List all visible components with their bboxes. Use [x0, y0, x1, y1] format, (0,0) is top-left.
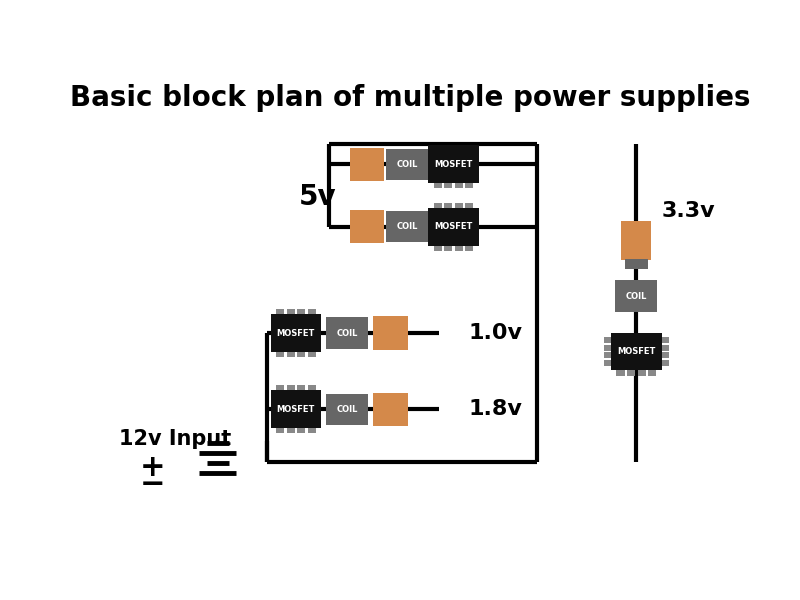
FancyBboxPatch shape — [270, 314, 322, 352]
Text: −: − — [140, 470, 166, 499]
FancyBboxPatch shape — [286, 309, 294, 314]
Text: COIL: COIL — [396, 222, 418, 231]
Text: COIL: COIL — [626, 292, 647, 301]
FancyBboxPatch shape — [308, 385, 316, 391]
FancyBboxPatch shape — [386, 211, 428, 242]
FancyBboxPatch shape — [434, 203, 442, 208]
Text: MOSFET: MOSFET — [434, 160, 473, 169]
FancyBboxPatch shape — [428, 208, 479, 246]
FancyBboxPatch shape — [286, 352, 294, 357]
FancyBboxPatch shape — [297, 309, 306, 314]
FancyBboxPatch shape — [617, 370, 625, 376]
FancyBboxPatch shape — [286, 385, 294, 391]
FancyBboxPatch shape — [662, 360, 669, 366]
Text: +: + — [140, 452, 166, 482]
FancyBboxPatch shape — [454, 203, 462, 208]
FancyBboxPatch shape — [374, 316, 407, 350]
FancyBboxPatch shape — [386, 149, 428, 180]
Text: COIL: COIL — [337, 329, 358, 338]
FancyBboxPatch shape — [276, 385, 284, 391]
FancyBboxPatch shape — [604, 344, 611, 350]
FancyBboxPatch shape — [604, 352, 611, 358]
FancyBboxPatch shape — [350, 210, 384, 244]
FancyBboxPatch shape — [308, 309, 316, 314]
FancyBboxPatch shape — [444, 184, 452, 188]
FancyBboxPatch shape — [444, 246, 452, 251]
FancyBboxPatch shape — [454, 184, 462, 188]
FancyBboxPatch shape — [625, 259, 648, 269]
FancyBboxPatch shape — [276, 309, 284, 314]
Text: 1.8v: 1.8v — [469, 399, 522, 419]
FancyBboxPatch shape — [465, 184, 474, 188]
FancyBboxPatch shape — [434, 246, 442, 251]
FancyBboxPatch shape — [276, 352, 284, 357]
FancyBboxPatch shape — [615, 280, 658, 312]
FancyBboxPatch shape — [286, 428, 294, 433]
Text: COIL: COIL — [337, 405, 358, 414]
Text: 1.0v: 1.0v — [469, 323, 523, 343]
FancyBboxPatch shape — [604, 360, 611, 366]
FancyBboxPatch shape — [648, 370, 656, 376]
Text: 5v: 5v — [298, 183, 336, 211]
Text: MOSFET: MOSFET — [277, 405, 315, 414]
FancyBboxPatch shape — [662, 344, 669, 350]
FancyBboxPatch shape — [308, 428, 316, 433]
Text: 12v Input: 12v Input — [118, 429, 231, 449]
FancyBboxPatch shape — [270, 391, 322, 428]
FancyBboxPatch shape — [350, 148, 384, 181]
FancyBboxPatch shape — [662, 352, 669, 358]
Text: 3.3v: 3.3v — [661, 200, 714, 221]
FancyBboxPatch shape — [276, 428, 284, 433]
Text: Basic block plan of multiple power supplies: Basic block plan of multiple power suppl… — [70, 83, 750, 112]
FancyBboxPatch shape — [638, 370, 646, 376]
FancyBboxPatch shape — [611, 332, 662, 370]
FancyBboxPatch shape — [604, 337, 611, 343]
Text: MOSFET: MOSFET — [434, 222, 473, 231]
FancyBboxPatch shape — [297, 385, 306, 391]
FancyBboxPatch shape — [465, 246, 474, 251]
FancyBboxPatch shape — [662, 337, 669, 343]
Text: COIL: COIL — [396, 160, 418, 169]
FancyBboxPatch shape — [326, 317, 369, 349]
FancyBboxPatch shape — [465, 203, 474, 208]
FancyBboxPatch shape — [444, 203, 452, 208]
FancyBboxPatch shape — [297, 352, 306, 357]
FancyBboxPatch shape — [308, 352, 316, 357]
FancyBboxPatch shape — [326, 394, 369, 425]
FancyBboxPatch shape — [627, 370, 635, 376]
FancyBboxPatch shape — [622, 221, 651, 260]
FancyBboxPatch shape — [434, 184, 442, 188]
FancyBboxPatch shape — [454, 246, 462, 251]
FancyBboxPatch shape — [374, 392, 407, 426]
Text: MOSFET: MOSFET — [277, 329, 315, 338]
FancyBboxPatch shape — [297, 428, 306, 433]
Text: MOSFET: MOSFET — [617, 347, 655, 356]
FancyBboxPatch shape — [428, 145, 479, 184]
